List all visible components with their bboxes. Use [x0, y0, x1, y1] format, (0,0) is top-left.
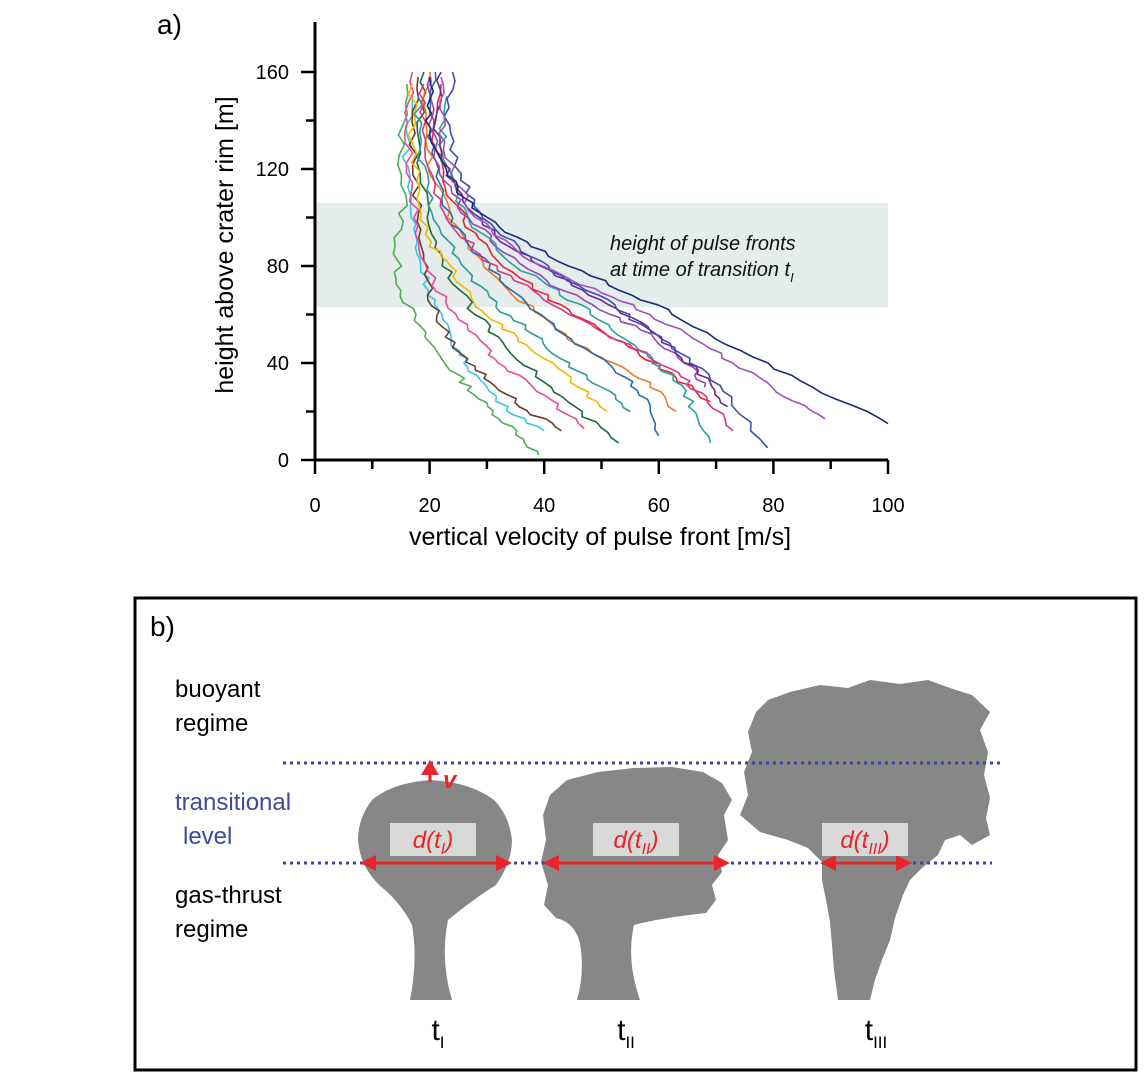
- y-tick-label-160: 160: [256, 62, 289, 84]
- y-axis-label: height above crater rim [m]: [211, 96, 239, 393]
- velocity-label: v: [443, 767, 458, 794]
- x-tick-label-40: 40: [533, 495, 555, 517]
- series-line-7: [413, 95, 631, 413]
- d-label-box-3: [822, 823, 908, 856]
- series-line-16: [437, 76, 826, 420]
- series-line-2: [401, 96, 545, 432]
- series-line-17: [424, 76, 889, 425]
- d-label-box-2: [593, 823, 679, 856]
- gas-thrust-label-1: gas-thrust: [175, 882, 282, 909]
- gas-thrust-label-2: regime: [175, 916, 248, 943]
- d-label-1: d(tI): [413, 827, 453, 858]
- band-annotation-line1: height of pulse fronts: [610, 233, 796, 255]
- axes: 0 20 40 60 80 100 0 40 80 120 160: [256, 22, 905, 517]
- series-line-3: [408, 76, 562, 432]
- y-tick-label-40: 40: [267, 353, 289, 375]
- transitional-label-1: transitional: [175, 789, 291, 816]
- buoyant-label-2: regime: [175, 710, 248, 737]
- plume-2: [541, 767, 732, 1000]
- band-annotation-text: at time of transition t: [610, 259, 792, 281]
- diameter-arrow-1: [360, 855, 512, 871]
- y-tick-label-120: 120: [256, 159, 289, 181]
- diameter-arrow-2: [543, 855, 730, 871]
- series-line-9: [426, 71, 660, 437]
- time-label-1: tI: [431, 1014, 444, 1052]
- x-axis-label: vertical velocity of pulse front [m/s]: [409, 523, 791, 551]
- panel-b-label: b): [150, 611, 175, 642]
- y-tick-label-0: 0: [278, 450, 289, 472]
- series-layer: [392, 71, 889, 456]
- series-line-8: [421, 71, 677, 413]
- band-annotation-sub: I: [790, 270, 794, 285]
- d-label-3: d(tIII): [840, 827, 889, 858]
- buoyant-label-1: buoyant: [175, 676, 261, 703]
- d-label-2: d(tII): [614, 827, 659, 858]
- transitional-label-2: level: [183, 823, 232, 850]
- x-tick-label-80: 80: [762, 495, 784, 517]
- x-tick-label-20: 20: [418, 495, 440, 517]
- y-tick-label-80: 80: [267, 256, 289, 278]
- transition-band: [315, 202, 888, 308]
- series-line-5: [416, 71, 620, 444]
- series-line-14: [418, 83, 734, 432]
- time-label-2: tII: [617, 1014, 635, 1052]
- band-annotation-line2: at time of transition tI: [610, 259, 794, 285]
- series-line-6: [407, 83, 608, 413]
- diameter-arrow-3: [820, 855, 912, 871]
- x-tick-label-60: 60: [648, 495, 670, 517]
- x-tick-label-0: 0: [309, 495, 320, 517]
- panel-a-label: a): [157, 9, 182, 40]
- series-line-15: [443, 71, 769, 449]
- panel-b: b) buoyant regime transitional level gas…: [133, 596, 1138, 1072]
- series-line-4: [403, 71, 585, 430]
- d-label-box-1: [390, 823, 476, 856]
- panel-a: a) 0 20 40 60 80 100 0 40 80 120 160 vertical velo…: [157, 9, 905, 551]
- time-label-3: tIII: [865, 1014, 888, 1052]
- x-tick-label-100: 100: [871, 495, 904, 517]
- velocity-arrow-head: [421, 760, 439, 775]
- series-line-1: [392, 84, 540, 456]
